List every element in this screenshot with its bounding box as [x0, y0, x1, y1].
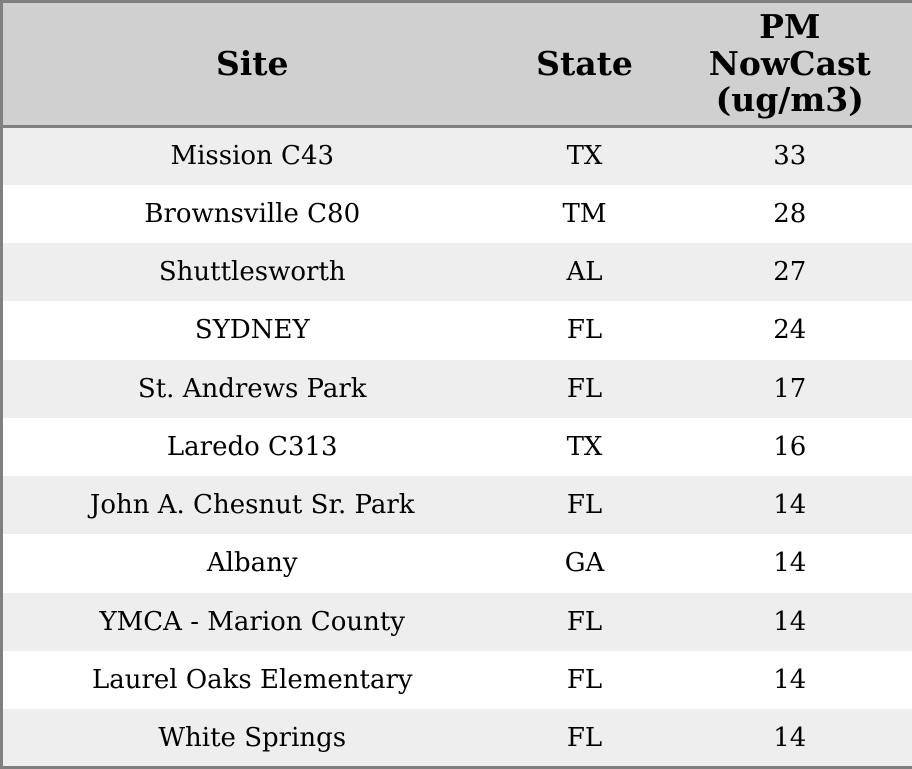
pm-value-cell: 28 — [773, 198, 807, 229]
site-cell: Laurel Oaks Elementary — [91, 665, 413, 696]
table-row: Shuttlesworth AL 27 — [1, 243, 912, 302]
pm-value-cell: 14 — [773, 606, 807, 637]
site-cell: YMCA - Marion County — [99, 606, 405, 637]
table-row: YMCA - Marion County FL 14 — [1, 592, 912, 651]
pm-value-cell: 14 — [773, 722, 807, 753]
site-cell: Albany — [206, 548, 298, 579]
pm-value-cell: 17 — [773, 373, 807, 404]
column-header-site: Site — [1, 1, 502, 128]
table-row: SYDNEY FL 24 — [1, 301, 912, 360]
state-cell: GA — [564, 548, 605, 579]
table-row: John A. Chesnut Sr. Park FL 14 — [1, 476, 912, 535]
site-cell: Shuttlesworth — [158, 257, 346, 288]
table-row: Laurel Oaks Elementary FL 14 — [1, 650, 912, 710]
pm-value-cell: 27 — [773, 257, 807, 288]
site-cell: John A. Chesnut Sr. Park — [89, 490, 415, 521]
state-cell: TM — [562, 198, 607, 229]
site-cell: Brownsville C80 — [144, 198, 361, 229]
site-cell: SYDNEY — [194, 315, 310, 346]
table-row: St. Andrews Park FL 17 — [1, 359, 912, 418]
pm-value-cell: 24 — [773, 315, 807, 346]
state-cell: FL — [566, 373, 603, 404]
state-cell: AL — [566, 257, 603, 288]
state-cell: TX — [566, 141, 603, 172]
pm-value-cell: 33 — [773, 141, 807, 172]
header-row: Site State PM NowCast (ug/m3) — [1, 1, 912, 128]
state-cell: FL — [566, 606, 603, 637]
state-cell: TX — [566, 431, 603, 462]
table-row: Albany GA 14 — [1, 534, 912, 593]
state-cell: FL — [566, 315, 603, 346]
state-cell: FL — [566, 490, 603, 521]
pm-value-cell: 16 — [773, 431, 807, 462]
site-cell: Mission C43 — [170, 141, 335, 172]
table-body: Mission C43 TX 33 Brownsville C80 TM 28 … — [1, 126, 912, 768]
column-header-state: State — [501, 1, 668, 128]
table-row: Laredo C313 TX 16 — [1, 417, 912, 477]
pm-value-cell: 14 — [773, 665, 807, 696]
site-cell: St. Andrews Park — [137, 373, 367, 404]
site-cell: Laredo C313 — [166, 431, 338, 462]
table-row: Brownsville C80 TM 28 — [1, 184, 912, 244]
table-row: Mission C43 TX 33 — [1, 126, 912, 185]
site-cell: White Springs — [158, 722, 347, 753]
column-header-pm-nowcast: PM NowCast (ug/m3) — [667, 1, 912, 128]
pm-value-cell: 14 — [773, 490, 807, 521]
table-row: White Springs FL 14 — [1, 709, 912, 768]
pm-value-cell: 14 — [773, 548, 807, 579]
state-cell: FL — [566, 665, 603, 696]
table-header: Site State PM NowCast (ug/m3) — [1, 1, 912, 128]
state-cell: FL — [566, 722, 603, 753]
